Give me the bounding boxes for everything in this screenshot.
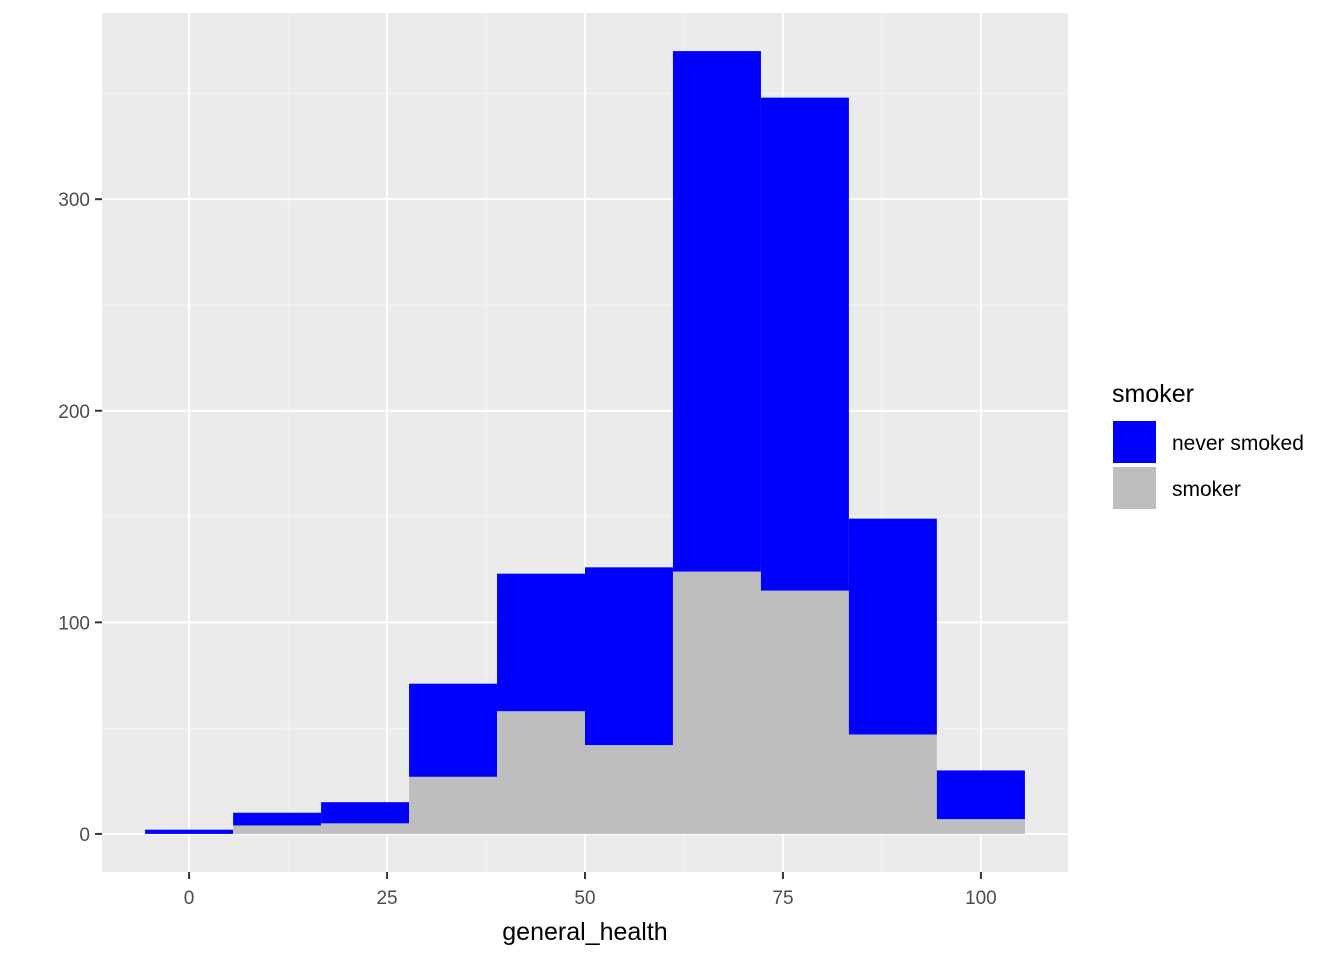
bar-never-smoked <box>233 812 322 826</box>
y-axis: 0 100 200 300 <box>58 190 102 846</box>
bar-never-smoked <box>672 51 761 572</box>
legend-key-never-smoked <box>1113 421 1156 463</box>
legend-title: smoker <box>1112 380 1194 408</box>
bars <box>145 51 1025 834</box>
bar-never-smoked <box>145 829 234 834</box>
bar-smoker <box>497 711 585 834</box>
y-tick-label: 0 <box>79 825 90 846</box>
x-tick-label: 100 <box>965 888 997 909</box>
legend: smoker never smoked smoker <box>1112 380 1304 509</box>
bar-smoker <box>936 819 1025 834</box>
x-tick-label: 50 <box>574 888 595 909</box>
legend-label-smoker: smoker <box>1172 478 1241 501</box>
x-tick-label: 0 <box>184 888 195 909</box>
bar-never-smoked <box>497 573 585 712</box>
bar-never-smoked <box>760 97 849 591</box>
x-tick-label: 25 <box>376 888 397 909</box>
bar-smoker <box>848 734 937 834</box>
x-axis: 0 25 50 75 100 <box>184 872 997 909</box>
x-axis-title: general_health <box>502 918 667 946</box>
bar-never-smoked <box>585 567 673 746</box>
legend-label-never-smoked: never smoked <box>1172 432 1304 455</box>
y-tick-label: 300 <box>58 190 90 211</box>
y-tick-label: 100 <box>58 613 90 634</box>
bar-smoker <box>760 590 849 834</box>
bar-never-smoked <box>848 518 937 735</box>
bar-never-smoked <box>321 802 410 824</box>
bar-smoker <box>585 745 673 834</box>
bar-smoker <box>672 571 761 834</box>
y-tick-label: 200 <box>58 402 90 423</box>
bar-smoker <box>321 823 410 834</box>
bar-never-smoked <box>409 683 498 777</box>
x-tick-label: 75 <box>772 888 793 909</box>
bar-smoker <box>409 776 498 834</box>
bar-smoker <box>233 825 322 834</box>
bar-never-smoked <box>936 770 1025 820</box>
legend-key-smoker <box>1113 467 1156 509</box>
